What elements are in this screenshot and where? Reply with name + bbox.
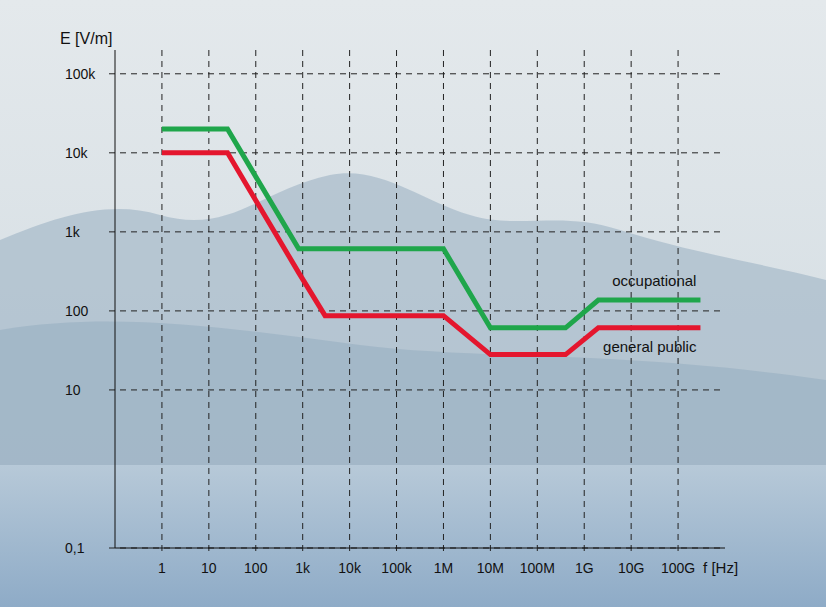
y-axis-title: E [V/m]	[60, 30, 112, 47]
x-grid-line	[161, 50, 162, 554]
x-grid-line	[208, 50, 209, 554]
y-tick-label: 100	[65, 303, 89, 319]
x-axis-line	[115, 548, 725, 549]
y-tick-label: 1k	[65, 224, 81, 240]
background-hills-near	[0, 322, 826, 470]
x-tick-label: 100k	[381, 560, 412, 576]
x-grid-line	[490, 50, 491, 554]
background-sky	[0, 0, 826, 607]
x-grid-line	[443, 50, 444, 554]
x-tick-label: 10k	[338, 560, 362, 576]
y-grid-line	[109, 73, 725, 74]
y-grid-line	[109, 231, 725, 232]
x-tick-label: 100G	[661, 560, 695, 576]
background-hills	[0, 173, 826, 470]
chart: 0,1 10 100 1k 10k 100k 1 10 100 1k 10k 100k 1M 10M 100…	[0, 0, 826, 607]
x-tick-label: 10M	[477, 560, 504, 576]
x-tick-label: 1G	[575, 560, 594, 576]
x-tick-label: 10G	[618, 560, 644, 576]
series-line	[162, 153, 701, 355]
y-tick-label: 0,1	[65, 540, 85, 556]
x-grid-line	[584, 50, 585, 554]
series-label: occupational	[612, 272, 696, 289]
x-grid-line	[349, 50, 350, 554]
y-tick-label: 10k	[65, 145, 89, 161]
y-grid-line	[109, 389, 725, 390]
series-label: general public	[603, 338, 697, 355]
x-grid-line	[255, 50, 256, 554]
x-tick-label: 100	[244, 560, 268, 576]
y-grid-line	[109, 548, 725, 549]
x-tick-label: 1k	[295, 560, 311, 576]
x-tick-label: 100M	[520, 560, 555, 576]
series-line	[162, 129, 701, 328]
x-grid-line	[537, 50, 538, 554]
x-grid-line	[302, 50, 303, 554]
y-tick-label: 100k	[65, 66, 96, 82]
x-tick-label: 10	[201, 560, 217, 576]
series-group	[162, 129, 701, 355]
x-grid-line	[396, 50, 397, 554]
x-tick-label: 1	[158, 560, 166, 576]
y-axis-line	[115, 50, 116, 548]
y-tick-label: 10	[65, 382, 81, 398]
background-sea	[0, 465, 826, 607]
x-axis-title: f [Hz]	[703, 559, 738, 576]
y-grid-line	[109, 310, 725, 311]
x-tick-label: 1M	[434, 560, 453, 576]
